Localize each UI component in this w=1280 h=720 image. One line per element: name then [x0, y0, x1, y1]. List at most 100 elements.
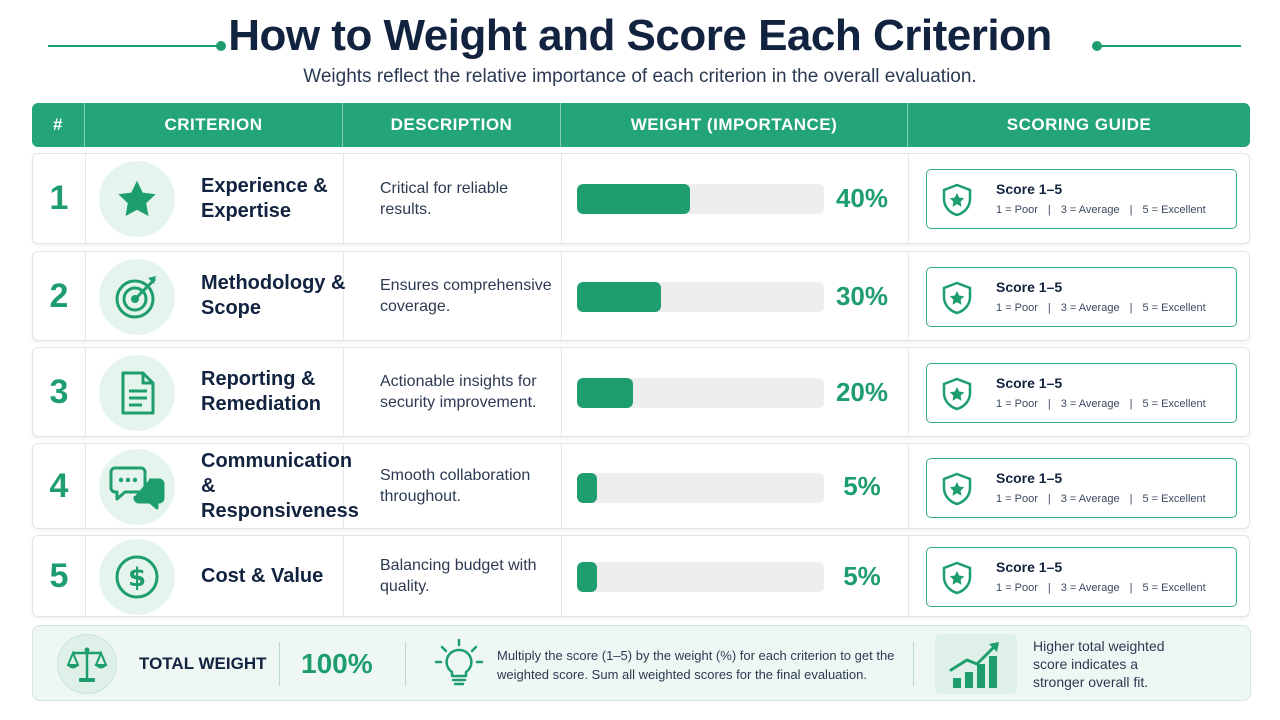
scoring-guide-scale: 1 = Poor | 3 = Average | 5 = Excellent [996, 398, 1206, 410]
table-row: 1 Experience & Expertise Critical for re… [32, 153, 1250, 244]
scale-average: 3 = Average [1060, 493, 1120, 505]
scoring-guide-title: Score 1–5 [996, 375, 1063, 391]
title-area: How to Weight and Score Each Criterion [0, 10, 1280, 66]
page-subtitle: Weights reflect the relative importance … [303, 66, 977, 87]
weight-bar-track [577, 184, 824, 214]
scale-average: 3 = Average [1060, 582, 1120, 594]
criterion-name: Methodology & Scope [201, 272, 346, 319]
svg-text:$: $ [128, 563, 146, 593]
weight-percentage: 5% [843, 560, 881, 591]
scoring-guide-scale: 1 = Poor | 3 = Average | 5 = Excellent [996, 582, 1206, 594]
scoring-guide-title: Score 1–5 [996, 559, 1063, 575]
scale-average: 3 = Average [1060, 204, 1120, 216]
header-divider [560, 103, 561, 147]
column-divider [908, 154, 909, 243]
weight-percentage: 30% [835, 280, 889, 311]
calculation-instruction: Multiply the score (1–5) by the weight (… [497, 648, 895, 682]
column-header-description: DESCRIPTION [390, 115, 513, 134]
shield-star-icon [942, 472, 972, 506]
criterion-name: Reporting & Remediation [201, 368, 322, 415]
scale-balance-icon [57, 634, 117, 694]
scale-poor: 1 = Poor [996, 398, 1038, 410]
shield-star-icon [942, 281, 972, 315]
growth-chart-icon [935, 634, 1017, 694]
header-divider [342, 103, 343, 147]
criterion-name: Cost & Value [201, 564, 324, 587]
scoring-guide-title: Score 1–5 [996, 279, 1063, 295]
row-number: 5 [49, 556, 69, 595]
weight-bar-fill [577, 184, 690, 214]
scale-average: 3 = Average [1060, 302, 1120, 314]
scoring-guide-title: Score 1–5 [996, 181, 1063, 197]
weight-bar-track [577, 473, 824, 503]
criterion-description: Smooth collaboration throughout. [380, 467, 531, 505]
weight-percentage: 20% [835, 376, 889, 407]
target-icon [99, 259, 175, 335]
weight-percentage: 40% [835, 183, 889, 213]
column-divider [85, 348, 86, 436]
column-divider [85, 252, 86, 340]
scoring-guide-scale: 1 = Poor | 3 = Average | 5 = Excellent [996, 204, 1206, 216]
footer-divider [405, 642, 406, 686]
column-divider [908, 536, 909, 616]
scale-poor: 1 = Poor [996, 302, 1038, 314]
column-header-weight: WEIGHT (IMPORTANCE) [630, 115, 838, 134]
column-header-scoring-guide: SCORING GUIDE [1006, 115, 1152, 134]
column-divider [561, 154, 562, 243]
table-header: # CRITERION DESCRIPTION WEIGHT (IMPORTAN… [32, 103, 1250, 147]
scale-average: 3 = Average [1060, 398, 1120, 410]
weight-bar-fill [577, 378, 633, 408]
table-row: 2 Methodology & Scope Ensures comprehens… [32, 251, 1250, 341]
column-divider [343, 536, 344, 616]
column-divider [85, 444, 86, 528]
weight-bar-track [577, 282, 824, 312]
header-divider [907, 103, 908, 147]
row-number: 3 [49, 372, 69, 411]
scale-poor: 1 = Poor [996, 493, 1038, 505]
criterion-name: Communication & Responsiveness [201, 449, 359, 522]
table-row: 5 $ Cost & Value Balancing budget with q… [32, 535, 1250, 617]
scale-excellent: 5 = Excellent [1142, 493, 1206, 505]
column-divider [85, 154, 86, 243]
scoring-guide-title: Score 1–5 [996, 470, 1063, 486]
criterion-description: Critical for reliable results. [380, 179, 509, 218]
lightbulb-icon [434, 638, 484, 686]
scoring-guide-box: Score 1–5 1 = Poor | 3 = Average | 5 = Excel… [926, 169, 1237, 229]
footer-divider [279, 642, 280, 686]
chat-bubbles-icon [99, 449, 175, 525]
footer-divider [913, 642, 914, 686]
scoring-guide-scale: 1 = Poor | 3 = Average | 5 = Excellent [996, 302, 1206, 314]
scoring-guide-scale: 1 = Poor | 3 = Average | 5 = Excellent [996, 493, 1206, 505]
scale-poor: 1 = Poor [996, 204, 1038, 216]
title-decoration-line-right [1098, 45, 1241, 47]
criterion-name: Experience & Expertise [201, 174, 328, 222]
scoring-guide-box: Score 1–5 1 = Poor | 3 = Average | 5 = Excel… [926, 547, 1237, 607]
weight-bar-track [577, 562, 824, 592]
column-divider [908, 444, 909, 528]
shield-star-icon [942, 183, 972, 217]
row-number: 4 [49, 466, 69, 505]
criterion-description: Ensures comprehensive coverage. [380, 277, 552, 315]
scale-poor: 1 = Poor [996, 582, 1038, 594]
weight-bar-fill [577, 282, 661, 312]
column-divider [561, 252, 562, 340]
scale-excellent: 5 = Excellent [1142, 582, 1206, 594]
weight-bar-fill [577, 473, 597, 503]
column-divider [85, 536, 86, 616]
column-header-criterion: CRITERION [164, 115, 263, 134]
scale-excellent: 5 = Excellent [1142, 398, 1206, 410]
row-number: 1 [49, 179, 69, 217]
shield-star-icon [942, 377, 972, 411]
result-note: Higher total weighted score indicates a … [1033, 638, 1165, 690]
total-weight-label: TOTAL WEIGHT [139, 654, 267, 673]
column-divider [343, 252, 344, 340]
document-icon [99, 355, 175, 431]
weight-bar-track [577, 378, 824, 408]
header-divider [84, 103, 85, 147]
weight-bar-fill [577, 562, 597, 592]
scoring-guide-box: Score 1–5 1 = Poor | 3 = Average | 5 = Excel… [926, 458, 1237, 518]
column-divider [561, 444, 562, 528]
column-divider [561, 348, 562, 436]
column-divider [343, 348, 344, 436]
row-number: 2 [49, 276, 69, 315]
